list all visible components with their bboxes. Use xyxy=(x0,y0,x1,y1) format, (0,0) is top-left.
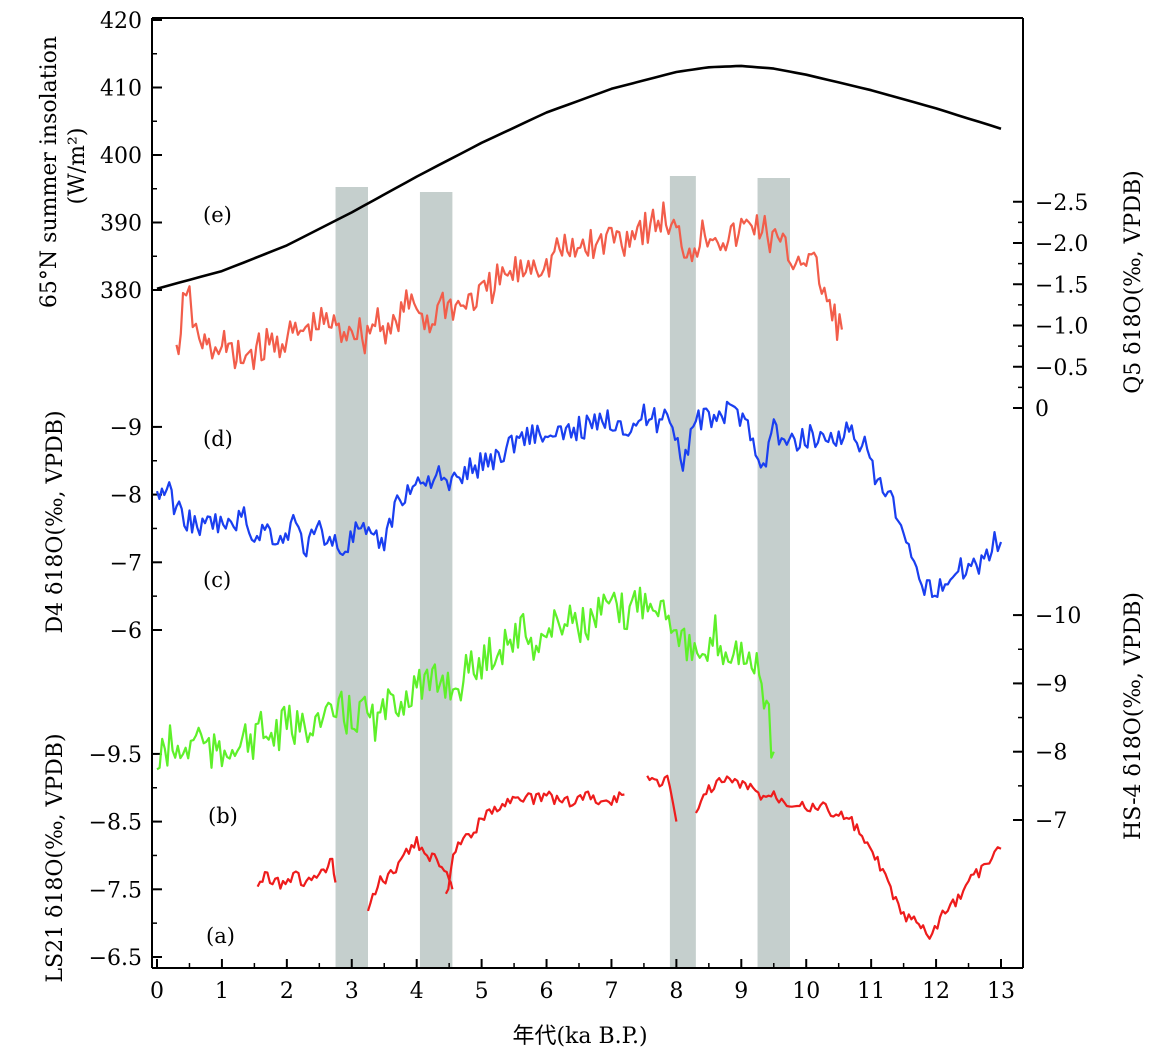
insolation-tick-label: 380 xyxy=(100,279,142,304)
x-tick-label: 5 xyxy=(475,979,489,1004)
ls21-axis-title: LS21 δ18O(‰, VPDB) xyxy=(43,733,68,982)
ls21-series-line-5 xyxy=(694,775,1002,940)
d4-tick-label: −6 xyxy=(110,619,142,644)
d4-tick-label: −9 xyxy=(110,416,142,441)
shaded-interval-1 xyxy=(335,187,368,968)
insolation-tick-label: 400 xyxy=(100,144,142,169)
hs4-series-line xyxy=(156,586,775,771)
x-tick-label: 4 xyxy=(410,979,424,1004)
d4-tick-label: −7 xyxy=(110,551,142,576)
insolation-tick-label: 390 xyxy=(100,212,142,237)
q5-series-line xyxy=(175,201,843,371)
q5-axis-title: Q5 δ18O(‰, VPDB) xyxy=(1121,170,1146,393)
insolation-series-line xyxy=(156,64,1002,290)
x-tick-label: 1 xyxy=(215,979,229,1004)
q5-tick-label: −1.5 xyxy=(1035,273,1088,298)
x-tick-label: 3 xyxy=(345,979,359,1004)
hs4-tick-label: −9 xyxy=(1035,672,1067,697)
x-tick-label: 12 xyxy=(922,979,950,1004)
ls21-series-line-4 xyxy=(646,774,678,822)
d4-tick-label: −8 xyxy=(110,484,142,509)
x-tick-label: 8 xyxy=(669,979,683,1004)
ls21-series-line-1 xyxy=(256,857,337,890)
hs4-axis-title: HS-4 δ18O(‰, VPDB) xyxy=(1121,592,1146,840)
ls21-tick-label: −6.5 xyxy=(89,946,142,971)
insolation-tick-label: 410 xyxy=(100,77,142,102)
ls21-tick-label: −9.5 xyxy=(89,743,142,768)
hs4-tick-label: −8 xyxy=(1035,741,1067,766)
q5-tick-label: −0.5 xyxy=(1035,356,1088,381)
q5-tick-label: −1.0 xyxy=(1035,315,1088,340)
x-tick-label: 10 xyxy=(792,979,820,1004)
insolation-axis-title: 65°N summer insolation xyxy=(37,36,62,308)
x-tick-label: 0 xyxy=(150,979,164,1004)
x-tick-label: 13 xyxy=(987,979,1015,1004)
x-tick-label: 11 xyxy=(857,979,885,1004)
x-tick-label: 9 xyxy=(734,979,748,1004)
panel-label-d: (d) xyxy=(203,427,233,451)
ls21-tick-label: −8.5 xyxy=(89,811,142,836)
ls21-series-line-3 xyxy=(444,790,625,895)
q5-tick-label: −2.0 xyxy=(1035,232,1088,257)
panel-label-b: (b) xyxy=(208,804,238,828)
q5-tick-label: 0 xyxy=(1035,397,1049,422)
x-tick-label: 7 xyxy=(604,979,618,1004)
q5-tick-label: −2.5 xyxy=(1035,191,1088,216)
hs4-tick-label: −7 xyxy=(1035,809,1067,834)
data-series xyxy=(155,64,1003,940)
shaded-intervals xyxy=(335,176,790,968)
insolation-axis-unit: (W/m²) xyxy=(65,128,90,205)
d4-axis-title: D4 δ18O(‰, VPDB) xyxy=(43,410,68,633)
axes: 0 1 2 3 4 5 6 7 8 9 10 11 12 13380390400410420−6−7−8−… xyxy=(89,9,1089,1004)
panel-label-a: (a) xyxy=(206,924,235,948)
panel-label-e: (e) xyxy=(203,203,232,227)
d4-series-line xyxy=(155,400,1003,598)
insolation-tick-label: 420 xyxy=(100,9,142,34)
ls21-tick-label: −7.5 xyxy=(89,878,142,903)
x-tick-label: 2 xyxy=(280,979,294,1004)
hs4-tick-label: −10 xyxy=(1035,604,1081,629)
shaded-interval-4 xyxy=(757,178,790,968)
ls21-series-line-2 xyxy=(366,836,454,912)
panel-label-c: (c) xyxy=(203,568,231,592)
x-axis-title: 年代(ka B.P.) xyxy=(512,1024,647,1049)
x-tick-label: 6 xyxy=(540,979,554,1004)
shaded-interval-3 xyxy=(669,176,696,968)
